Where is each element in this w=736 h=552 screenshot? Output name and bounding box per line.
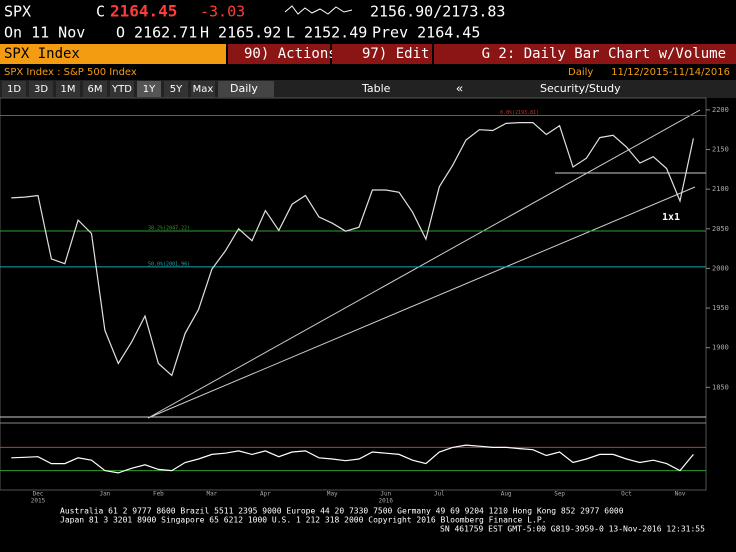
footer-line: SN 461759 EST GMT-5:00 G819-3959-0 13-No…	[440, 525, 705, 534]
study-button[interactable]: Security/Study	[540, 82, 621, 95]
quote-date: On 11 Nov	[4, 24, 85, 42]
x-tick-label: Jul	[434, 491, 445, 498]
frequency-box[interactable]	[218, 81, 274, 97]
year-label: 2015	[31, 498, 46, 505]
prev: Prev 2164.45	[372, 24, 480, 42]
change: -3.03	[200, 3, 245, 21]
range-button[interactable]	[29, 81, 53, 97]
y-tick-label: 2000	[712, 264, 729, 272]
price-line	[11, 121, 694, 377]
level-label: 50.0%(2001.96)	[148, 261, 190, 267]
y-tick-label: 2050	[712, 225, 729, 233]
scroll-left[interactable]: «	[456, 82, 463, 96]
plot-frame	[0, 97, 707, 491]
y-tick-label: 2200	[712, 106, 729, 114]
frequency: Daily	[230, 82, 258, 95]
range-label: 1D	[7, 84, 21, 95]
footer-line: Australia 61 2 9777 8600 Brazil 5511 239…	[60, 507, 624, 516]
x-tick-label: Oct	[621, 491, 632, 498]
range-button[interactable]	[164, 81, 188, 97]
x-tick-label: Aug	[501, 491, 512, 498]
close: 2164.45	[110, 2, 177, 21]
y-tick-label: 2100	[712, 185, 729, 193]
range-label: 3D	[34, 84, 48, 95]
x-tick-label: Mar	[206, 491, 217, 498]
ticker: SPX	[4, 3, 31, 21]
range-button[interactable]	[83, 81, 107, 97]
period: Daily	[568, 67, 593, 78]
security-name: SPX Index : S&P 500 Index	[4, 67, 137, 78]
range-button[interactable]	[137, 81, 161, 97]
trend-line	[147, 186, 696, 419]
price-line	[11, 444, 694, 474]
year-label: 2016	[379, 498, 394, 505]
y-tick-label: 1950	[712, 304, 729, 312]
security-box[interactable]	[0, 44, 226, 64]
x-tick-label: Sep	[554, 491, 565, 498]
close-prefix: C	[96, 3, 105, 21]
trend-line	[147, 109, 701, 419]
range-button[interactable]	[2, 81, 26, 97]
y-tick-label: 2150	[712, 146, 729, 154]
range-label: YTD	[111, 84, 132, 95]
x-tick-label: Feb	[153, 491, 164, 498]
day-range: 2156.90/2173.83	[370, 3, 505, 21]
edit-button[interactable]	[332, 44, 432, 64]
chart-name-box[interactable]	[434, 44, 736, 64]
low: L 2152.49	[286, 24, 367, 42]
range-label: Max	[193, 84, 214, 95]
level-label: 0.0%(2193.81)	[500, 110, 539, 116]
range-label: 1M	[61, 84, 76, 95]
range-button[interactable]	[56, 81, 80, 97]
actions: 90) Actions	[244, 46, 337, 62]
range-label: 6M	[88, 84, 103, 95]
edit: 97) Edit	[362, 46, 429, 62]
y-tick-label: 1850	[712, 383, 729, 391]
actions-button[interactable]	[228, 44, 330, 64]
x-tick-label: Jan	[99, 491, 110, 498]
level-label: 38.2%(2047.22)	[148, 225, 190, 231]
high: H 2165.92	[200, 24, 281, 42]
range-button[interactable]	[191, 81, 215, 97]
x-tick-label: Jun	[380, 491, 391, 498]
x-tick-label: Dec	[33, 491, 44, 498]
chart-name: G 2: Daily Bar Chart w/Volume	[482, 46, 726, 62]
table-button[interactable]: Table	[361, 82, 391, 95]
x-tick-label: Apr	[260, 491, 271, 498]
range-button[interactable]	[110, 81, 134, 97]
y-tick-label: 1900	[712, 344, 729, 352]
sparkline	[284, 5, 353, 15]
date-range: 11/12/2015-11/14/2016	[611, 67, 730, 78]
x-tick-label: May	[327, 491, 338, 498]
open: O 2162.71	[116, 24, 197, 42]
x-tick-label: Nov	[675, 491, 686, 498]
range-label: 1Y	[143, 84, 156, 95]
footer-line: Japan 81 3 3201 8900 Singapore 65 6212 1…	[60, 516, 546, 525]
security: SPX Index	[4, 46, 80, 62]
range-label: 5Y	[170, 84, 183, 95]
annotation: 1x1	[662, 212, 680, 223]
